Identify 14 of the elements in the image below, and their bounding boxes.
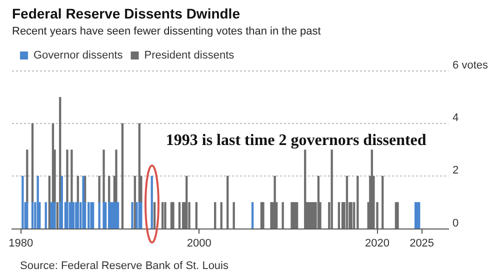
- y-tick-label: 6 votes: [452, 60, 488, 72]
- legend-label: President dissents: [144, 50, 235, 62]
- x-tick-label: 1980: [8, 237, 34, 250]
- chart-subtitle: Recent years have seen fewer dissenting votes than in the past: [12, 25, 321, 38]
- x-tick-label: 2000: [186, 237, 212, 250]
- y-tick-label: 0: [452, 217, 459, 230]
- x-tick-label: 2025: [410, 237, 434, 250]
- y-tick-label: 4: [452, 112, 459, 124]
- y-tick-label: 2: [452, 164, 459, 177]
- source-note: Source: Federal Reserve Bank of St. Louis: [20, 260, 229, 272]
- annotation: 1993 is last time 2 governors dissented: [166, 132, 426, 150]
- x-tick-label: 2020: [365, 237, 390, 250]
- chart-title: Federal Reserve Dissents Dwindle: [12, 5, 240, 22]
- legend-label: Governor dissents: [34, 50, 124, 62]
